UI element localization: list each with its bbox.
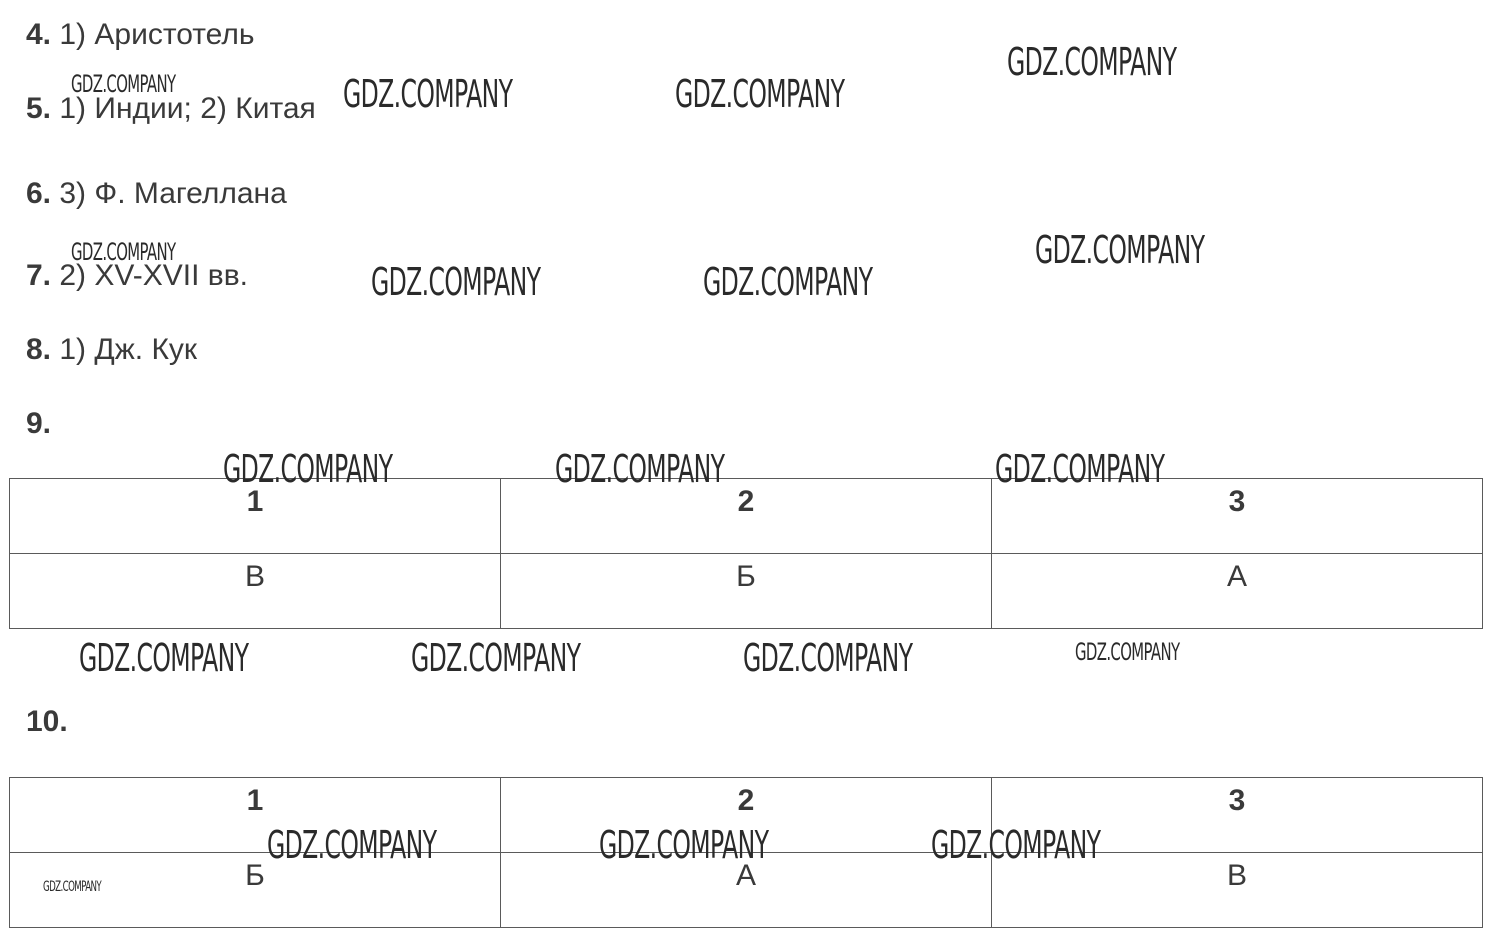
- answer-6: 6. 3) Ф. Магеллана: [26, 177, 287, 211]
- table-header-row: 1 2 3: [9, 478, 1483, 554]
- watermark: GDZ.COMPANY: [675, 72, 845, 116]
- watermark: GDZ.COMPANY: [371, 260, 541, 304]
- table-header-cell: 2: [500, 478, 992, 554]
- table-cell: Б: [500, 553, 992, 629]
- answer-5: 5. 1) Индии; 2) Китая: [26, 92, 316, 126]
- answer-text: 1) Аристотель: [59, 18, 255, 51]
- answer-4: 4. 1) Аристотель: [26, 18, 255, 52]
- answer-8: 8. 1) Дж. Кук: [26, 333, 197, 367]
- watermark: GDZ.COMPANY: [995, 447, 1165, 491]
- table-cell: А: [991, 553, 1483, 629]
- table-cell: Б: [9, 852, 501, 928]
- table-header-cell: 3: [991, 777, 1483, 853]
- watermark: GDZ.COMPANY: [1007, 40, 1177, 84]
- watermark: GDZ.COMPANY: [743, 636, 913, 680]
- watermark: GDZ.COMPANY: [267, 823, 437, 867]
- table-header-row: 1 2 3: [9, 777, 1483, 853]
- table-cell: В: [9, 553, 501, 629]
- answer-text: 2) XV-XVII вв.: [59, 259, 248, 292]
- watermark: GDZ.COMPANY: [1075, 638, 1180, 666]
- watermark: GDZ.COMPANY: [79, 636, 249, 680]
- table-cell: В: [991, 852, 1483, 928]
- table-cell: А: [500, 852, 992, 928]
- answer-number: 8.: [26, 333, 52, 366]
- answer-7: 7. 2) XV-XVII вв.: [26, 259, 248, 293]
- watermark: GDZ.COMPANY: [43, 879, 102, 895]
- answer-text: 3) Ф. Магеллана: [59, 177, 287, 210]
- table-row: В Б А: [9, 553, 1483, 629]
- answer-text: 1) Индии; 2) Китая: [59, 92, 316, 125]
- watermark: GDZ.COMPANY: [703, 260, 873, 304]
- question-9-label: 9.: [26, 407, 52, 440]
- watermark: GDZ.COMPANY: [223, 447, 393, 491]
- answer-number: 4.: [26, 18, 52, 51]
- watermark: GDZ.COMPANY: [1035, 228, 1205, 272]
- watermark: GDZ.COMPANY: [71, 238, 176, 266]
- answer-number: 7.: [26, 259, 52, 292]
- question-10-table: 1 2 3 Б А В: [9, 777, 1483, 928]
- question-9-table: 1 2 3 В Б А: [9, 478, 1483, 629]
- answer-number: 5.: [26, 92, 52, 125]
- watermark: GDZ.COMPANY: [343, 72, 513, 116]
- watermark: GDZ.COMPANY: [555, 447, 725, 491]
- answer-number: 6.: [26, 177, 52, 210]
- question-10-label: 10.: [26, 705, 68, 738]
- watermark: GDZ.COMPANY: [71, 70, 176, 98]
- table-header-cell: 3: [991, 478, 1483, 554]
- watermark: GDZ.COMPANY: [411, 636, 581, 680]
- answer-text: 1) Дж. Кук: [59, 333, 198, 366]
- table-row: Б А В: [9, 852, 1483, 928]
- watermark: GDZ.COMPANY: [931, 823, 1101, 867]
- table-header-cell: 2: [500, 777, 992, 853]
- watermark: GDZ.COMPANY: [599, 823, 769, 867]
